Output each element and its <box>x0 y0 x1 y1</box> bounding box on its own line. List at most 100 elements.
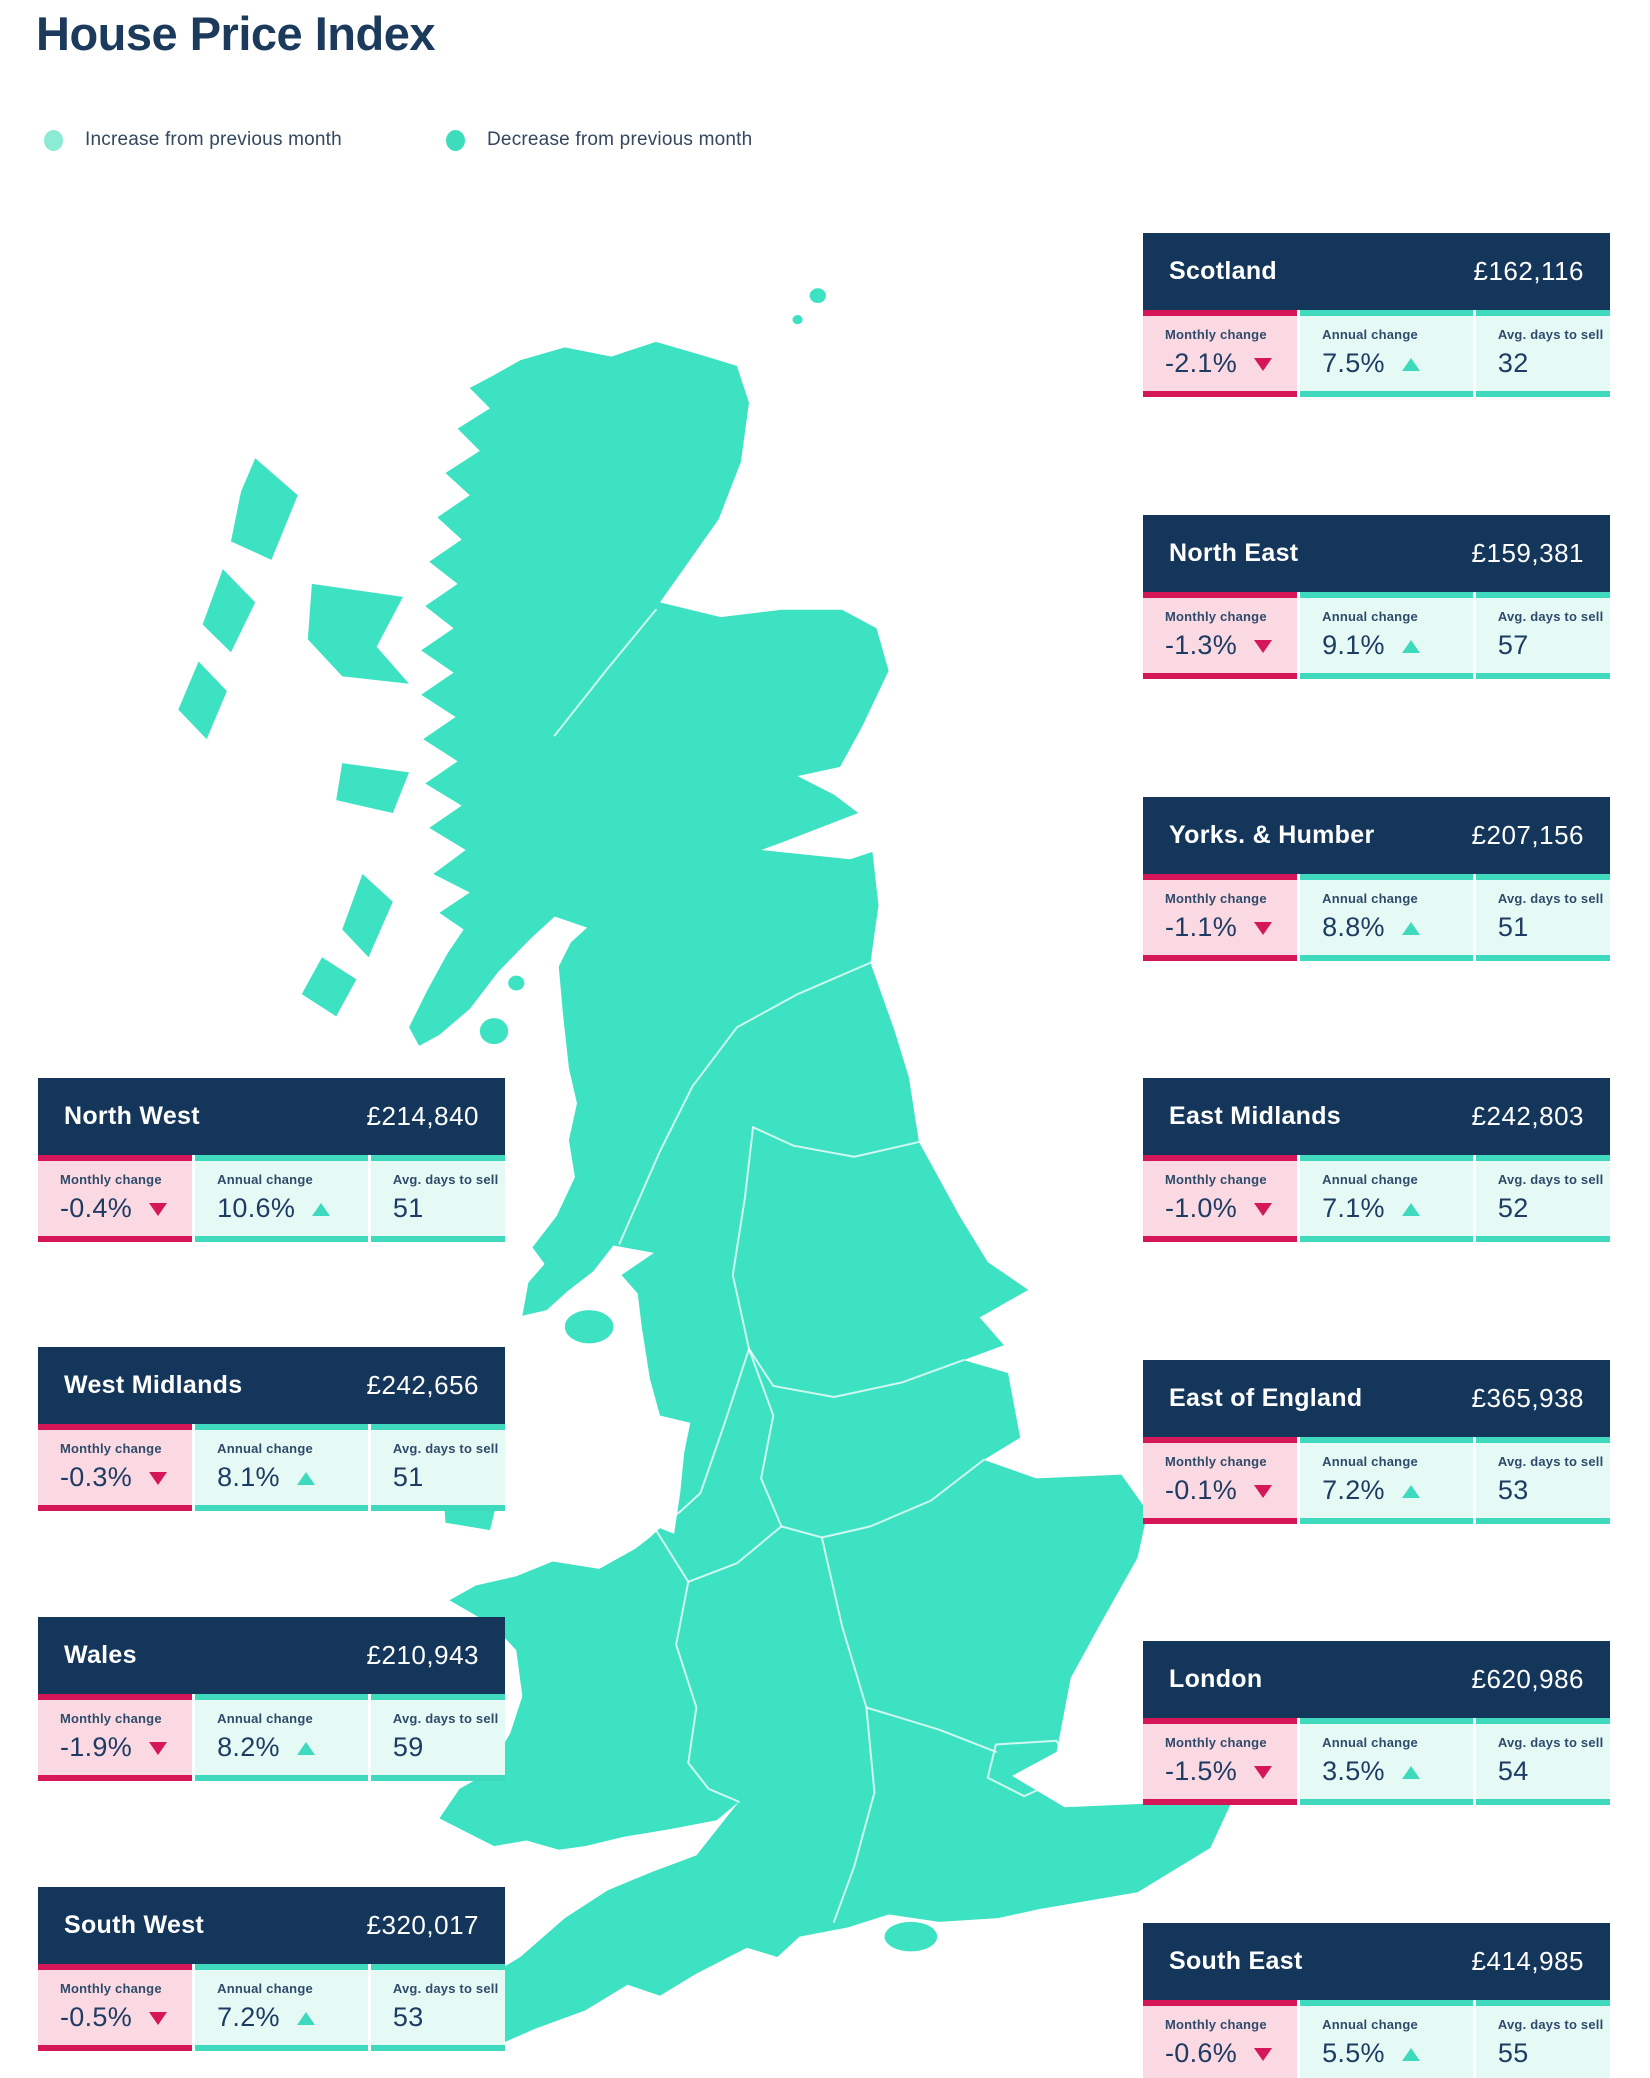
days-to-sell-label: Avg. days to sell <box>1497 1454 1604 1469</box>
monthly-change-cell: Monthly change -1.0% <box>1143 1155 1298 1242</box>
increase-triangle-icon <box>1401 640 1420 653</box>
days-to-sell-cell: Avg. days to sell 59 <box>370 1694 505 1781</box>
monthly-change-cell: Monthly change -0.4% <box>38 1155 193 1242</box>
uk-map-svg <box>178 288 1233 2052</box>
annual-change-cell: Annual change 9.1% <box>1300 592 1473 679</box>
monthly-change-value: -1.5% <box>1165 1756 1238 1786</box>
annual-change-value: 7.5% <box>1322 348 1385 378</box>
annual-change-cell: Annual change 8.2% <box>195 1694 368 1781</box>
annual-change-value: 7.1% <box>1322 1193 1385 1223</box>
monthly-change-value: -0.3% <box>60 1462 133 1492</box>
monthly-change-label: Monthly change <box>1165 891 1267 906</box>
region-name: North West <box>64 1102 200 1130</box>
monthly-change-label: Monthly change <box>60 1172 162 1187</box>
region-price: £242,803 <box>1471 1101 1584 1131</box>
decrease-triangle-icon <box>1254 2048 1273 2061</box>
card-body: Monthly change -2.1% Annual change 7.5% … <box>1143 310 1610 397</box>
card-header: East Midlands £242,803 <box>1143 1078 1610 1155</box>
days-to-sell-label: Avg. days to sell <box>1497 891 1604 906</box>
card-body: Monthly change -1.1% Annual change 8.8% … <box>1143 874 1610 961</box>
card-header: Scotland £162,116 <box>1143 233 1610 310</box>
card-header: Yorks. & Humber £207,156 <box>1143 797 1610 874</box>
legend-increase: Increase from previous month <box>44 128 342 152</box>
days-to-sell-cell: Avg. days to sell 55 <box>1475 2000 1610 2078</box>
increase-triangle-icon <box>296 1472 315 1485</box>
region-card-north-east: North East £159,381 Monthly change -1.3%… <box>1143 515 1610 679</box>
card-body: Monthly change -1.9% Annual change 8.2% … <box>38 1694 505 1781</box>
card-header: East of England £365,938 <box>1143 1360 1610 1437</box>
increase-triangle-icon <box>296 1742 315 1755</box>
decrease-triangle-icon <box>1254 640 1273 653</box>
region-name: North East <box>1169 539 1299 567</box>
region-price: £414,985 <box>1471 1946 1584 1976</box>
uk-landmass <box>178 288 1233 2052</box>
region-price: £210,943 <box>366 1640 479 1670</box>
card-body: Monthly change -1.3% Annual change 9.1% … <box>1143 592 1610 679</box>
region-price: £620,986 <box>1471 1664 1584 1694</box>
days-to-sell-value: 32 <box>1497 348 1529 378</box>
region-price: £320,017 <box>366 1910 479 1940</box>
page-title: House Price Index <box>36 7 436 60</box>
card-body: Monthly change -0.6% Annual change 5.5% … <box>1143 2000 1610 2078</box>
days-to-sell-value: 59 <box>392 1732 424 1762</box>
region-name: East of England <box>1169 1384 1363 1412</box>
annual-change-cell: Annual change 3.5% <box>1300 1718 1473 1805</box>
card-header: West Midlands £242,656 <box>38 1347 505 1424</box>
monthly-change-cell: Monthly change -0.5% <box>38 1964 193 2051</box>
annual-change-cell: Annual change 7.2% <box>195 1964 368 2051</box>
annual-change-cell: Annual change 7.1% <box>1300 1155 1473 1242</box>
decrease-triangle-icon <box>149 1203 168 1216</box>
annual-change-label: Annual change <box>217 1441 313 1456</box>
monthly-change-label: Monthly change <box>1165 327 1267 342</box>
region-card-north-west: North West £214,840 Monthly change -0.4%… <box>38 1078 505 1242</box>
region-name: South East <box>1169 1947 1303 1975</box>
days-to-sell-cell: Avg. days to sell 51 <box>370 1424 505 1511</box>
annual-change-label: Annual change <box>1322 1172 1418 1187</box>
monthly-change-label: Monthly change <box>60 1981 162 1996</box>
monthly-change-value: -0.4% <box>60 1193 133 1223</box>
days-to-sell-label: Avg. days to sell <box>392 1172 499 1187</box>
days-to-sell-value: 57 <box>1497 630 1529 660</box>
days-to-sell-value: 55 <box>1497 2038 1529 2068</box>
decrease-triangle-icon <box>149 1742 168 1755</box>
annual-change-value: 8.2% <box>217 1732 280 1762</box>
region-price: £159,381 <box>1471 538 1584 568</box>
region-boundaries <box>555 610 1073 1922</box>
region-price: £207,156 <box>1471 820 1584 850</box>
monthly-change-value: -0.1% <box>1165 1475 1238 1505</box>
region-card-scotland: Scotland £162,116 Monthly change -2.1% A… <box>1143 233 1610 397</box>
monthly-change-label: Monthly change <box>1165 1735 1267 1750</box>
decrease-triangle-icon <box>1254 358 1273 371</box>
monthly-change-value: -1.0% <box>1165 1193 1238 1223</box>
region-card-yorks-humber: Yorks. & Humber £207,156 Monthly change … <box>1143 797 1610 961</box>
monthly-change-cell: Monthly change -1.1% <box>1143 874 1298 961</box>
days-to-sell-label: Avg. days to sell <box>1497 327 1604 342</box>
days-to-sell-value: 51 <box>1497 912 1529 942</box>
region-price: £242,656 <box>366 1370 479 1400</box>
increase-dot-icon <box>44 129 63 151</box>
days-to-sell-cell: Avg. days to sell 57 <box>1475 592 1610 679</box>
monthly-change-value: -0.6% <box>1165 2038 1238 2068</box>
monthly-change-label: Monthly change <box>1165 609 1267 624</box>
days-to-sell-cell: Avg. days to sell 51 <box>1475 874 1610 961</box>
uk-map <box>150 218 1263 2066</box>
annual-change-cell: Annual change 10.6% <box>195 1155 368 1242</box>
annual-change-cell: Annual change 7.2% <box>1300 1437 1473 1524</box>
region-price: £162,116 <box>1473 256 1584 286</box>
days-to-sell-value: 54 <box>1497 1756 1529 1786</box>
annual-change-label: Annual change <box>217 1981 313 1996</box>
decrease-triangle-icon <box>1254 922 1273 935</box>
card-body: Monthly change -0.1% Annual change 7.2% … <box>1143 1437 1610 1524</box>
annual-change-value: 3.5% <box>1322 1756 1385 1786</box>
decrease-triangle-icon <box>1254 1766 1273 1779</box>
card-body: Monthly change -1.0% Annual change 7.1% … <box>1143 1155 1610 1242</box>
increase-triangle-icon <box>1401 2048 1420 2061</box>
region-card-south-east: South East £414,985 Monthly change -0.6%… <box>1143 1923 1610 2078</box>
region-card-south-west: South West £320,017 Monthly change -0.5%… <box>38 1887 505 2051</box>
annual-change-cell: Annual change 7.5% <box>1300 310 1473 397</box>
decrease-triangle-icon <box>1254 1203 1273 1216</box>
region-card-london: London £620,986 Monthly change -1.5% Ann… <box>1143 1641 1610 1805</box>
annual-change-value: 8.1% <box>217 1462 280 1492</box>
region-name: South West <box>64 1911 205 1939</box>
days-to-sell-value: 52 <box>1497 1193 1529 1223</box>
